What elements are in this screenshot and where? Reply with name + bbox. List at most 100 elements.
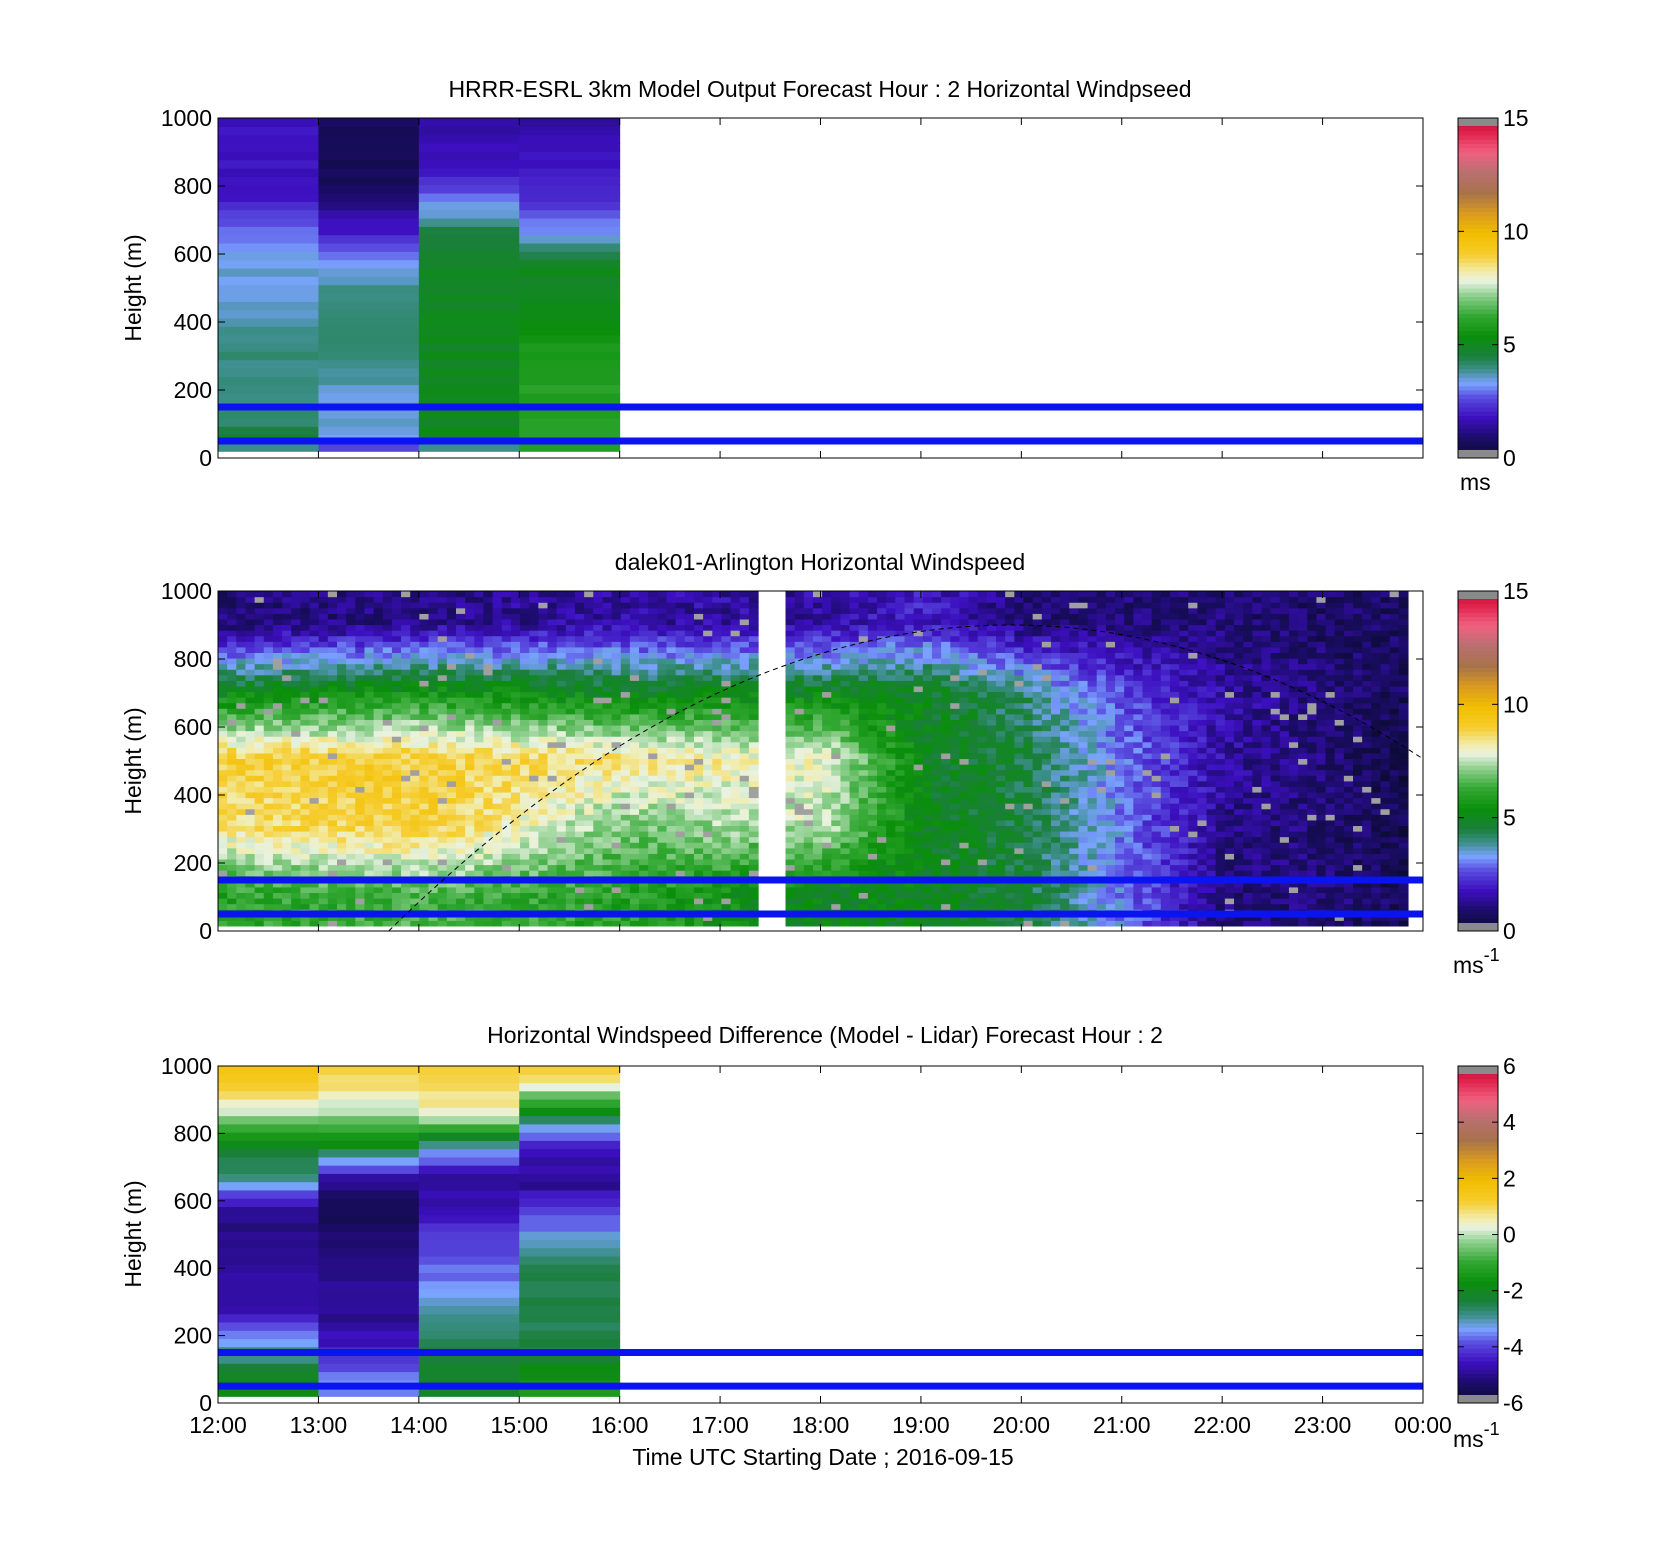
heatmap-cell: [831, 831, 841, 837]
heatmap-cell: [877, 725, 887, 731]
heatmap-cell: [703, 809, 713, 815]
heatmap-cell: [483, 591, 493, 597]
heatmap-cell: [419, 218, 520, 227]
heatmap-cell: [383, 898, 393, 904]
heatmap-cell: [218, 803, 228, 809]
heatmap-cell: [236, 837, 246, 843]
heatmap-cell: [859, 764, 869, 770]
heatmap-cell: [822, 781, 832, 787]
heatmap-cell: [859, 697, 869, 703]
heatmap-cell: [218, 848, 228, 854]
heatmap-cell: [612, 664, 622, 670]
heatmap-cell: [328, 731, 338, 737]
heatmap-cell: [456, 814, 466, 820]
heatmap-cell: [676, 865, 686, 871]
heatmap-cell: [319, 664, 329, 670]
heatmap-cell: [282, 680, 292, 686]
heatmap-cell: [905, 781, 915, 787]
heatmap-cell: [850, 753, 860, 759]
heatmap-cell: [355, 820, 365, 826]
heatmap-cell: [831, 680, 841, 686]
heatmap-cell: [712, 831, 722, 837]
heatmap-cell: [868, 691, 878, 697]
heatmap-cell: [493, 619, 503, 625]
heatmap-cell: [273, 781, 283, 787]
heatmap-cell: [520, 786, 530, 792]
heatmap-cell: [493, 630, 503, 636]
heatmap-cell: [346, 708, 356, 714]
heatmap-cell: [328, 898, 338, 904]
colorbar-step: [1458, 156, 1498, 161]
heatmap-cell: [950, 775, 960, 781]
colorbar-step: [1458, 356, 1498, 361]
heatmap-cell: [813, 770, 823, 776]
heatmap-cell: [392, 825, 402, 831]
heatmap-cell: [511, 842, 521, 848]
heatmap-cell: [520, 636, 530, 642]
heatmap-cell: [740, 803, 750, 809]
heatmap-cell: [346, 691, 356, 697]
heatmap-cell: [392, 669, 402, 675]
heatmap-cell: [703, 597, 713, 603]
heatmap-cell: [447, 624, 457, 630]
heatmap-cell: [630, 658, 640, 664]
heatmap-cell: [401, 636, 411, 642]
heatmap-cell: [886, 781, 896, 787]
heatmap-cell: [914, 870, 924, 876]
heatmap-cell: [410, 619, 420, 625]
heatmap-cell: [813, 636, 823, 642]
heatmap-cell: [310, 865, 320, 871]
heatmap-cell: [602, 898, 612, 904]
heatmap-cell: [383, 602, 393, 608]
heatmap-cell: [804, 764, 814, 770]
heatmap-cell: [621, 647, 631, 653]
heatmap-cell: [731, 624, 741, 630]
heatmap-cell: [429, 708, 439, 714]
heatmap-cell: [648, 597, 658, 603]
heatmap-cell: [621, 781, 631, 787]
heatmap-cell: [950, 898, 960, 904]
heatmap-cell: [548, 820, 558, 826]
heatmap-cell: [419, 731, 429, 737]
heatmap-cell: [300, 686, 310, 692]
heatmap-cell: [447, 602, 457, 608]
heatmap-cell: [676, 686, 686, 692]
heatmap-cell: [456, 591, 466, 597]
heatmap-cell: [483, 624, 493, 630]
heatmap-cell: [310, 764, 320, 770]
heatmap-cell: [410, 792, 420, 798]
heatmap-cell: [355, 742, 365, 748]
heatmap-cell: [264, 641, 274, 647]
heatmap-cell: [667, 597, 677, 603]
heatmap-cell: [612, 613, 622, 619]
heatmap-cell: [465, 781, 475, 787]
heatmap-cell: [419, 636, 429, 642]
heatmap-cell: [822, 892, 832, 898]
heatmap-cell: [804, 597, 814, 603]
heatmap-cell: [566, 697, 576, 703]
heatmap-cell: [520, 608, 530, 614]
heatmap-cell: [493, 591, 503, 597]
heatmap-cell: [822, 624, 832, 630]
heatmap-cell: [456, 652, 466, 658]
heatmap-cell: [676, 691, 686, 697]
heatmap-cell: [282, 853, 292, 859]
heatmap-cell: [429, 809, 439, 815]
heatmap-cell: [584, 675, 594, 681]
heatmap-cell: [831, 608, 841, 614]
heatmap-cell: [429, 697, 439, 703]
heatmap-cell: [374, 691, 384, 697]
heatmap-cell: [255, 669, 265, 675]
heatmap-cell: [950, 703, 960, 709]
heatmap-cell: [383, 770, 393, 776]
heatmap-cell: [850, 786, 860, 792]
heatmap-cell: [355, 775, 365, 781]
heatmap-cell: [740, 664, 750, 670]
heatmap-cell: [419, 719, 429, 725]
heatmap-cell: [355, 753, 365, 759]
heatmap-cell: [950, 591, 960, 597]
heatmap-cell: [593, 865, 603, 871]
heatmap-cell: [502, 786, 512, 792]
heatmap-cell: [346, 758, 356, 764]
heatmap-cell: [318, 318, 419, 327]
